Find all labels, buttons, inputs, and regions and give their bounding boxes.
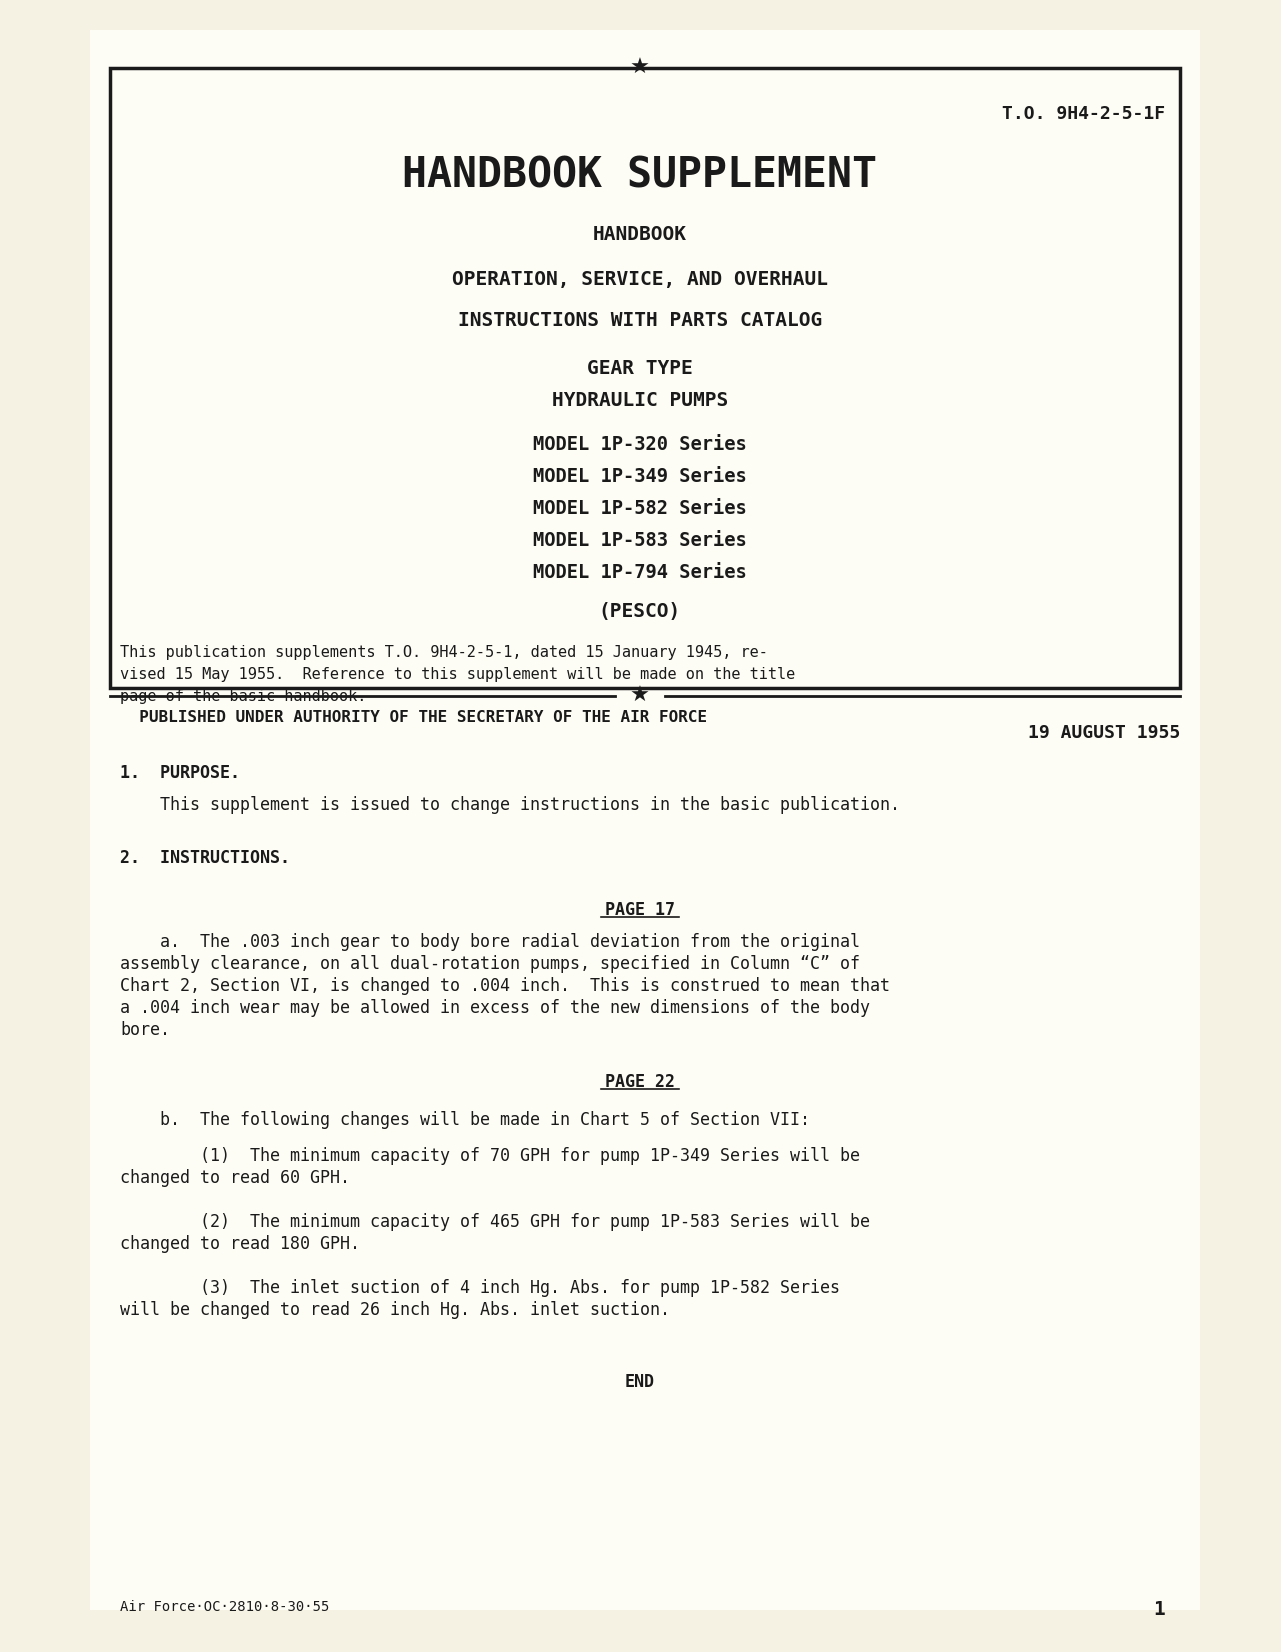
Text: 1: 1	[1153, 1601, 1164, 1619]
Text: (3)  The inlet suction of 4 inch Hg. Abs. for pump 1P-582 Series: (3) The inlet suction of 4 inch Hg. Abs.…	[120, 1279, 840, 1297]
Text: PAGE 17: PAGE 17	[605, 900, 675, 919]
Text: (2)  The minimum capacity of 465 GPH for pump 1P-583 Series will be: (2) The minimum capacity of 465 GPH for …	[120, 1213, 870, 1231]
Text: a.  The .003 inch gear to body bore radial deviation from the original: a. The .003 inch gear to body bore radia…	[120, 933, 860, 952]
Text: 1.  PURPOSE.: 1. PURPOSE.	[120, 763, 240, 781]
Text: HANDBOOK: HANDBOOK	[593, 226, 687, 244]
Text: 19 AUGUST 1955: 19 AUGUST 1955	[1027, 724, 1180, 742]
Text: changed to read 60 GPH.: changed to read 60 GPH.	[120, 1170, 350, 1188]
Text: b.  The following changes will be made in Chart 5 of Section VII:: b. The following changes will be made in…	[120, 1112, 810, 1128]
Text: MODEL 1P-583 Series: MODEL 1P-583 Series	[533, 532, 747, 550]
Text: GEAR TYPE: GEAR TYPE	[587, 358, 693, 378]
Text: T.O. 9H4-2-5-1F: T.O. 9H4-2-5-1F	[1002, 106, 1164, 122]
Text: MODEL 1P-582 Series: MODEL 1P-582 Series	[533, 499, 747, 519]
Text: vised 15 May 1955.  Reference to this supplement will be made on the title: vised 15 May 1955. Reference to this sup…	[120, 667, 796, 682]
Text: a .004 inch wear may be allowed in excess of the new dimensions of the body: a .004 inch wear may be allowed in exces…	[120, 999, 870, 1018]
Text: PAGE 22: PAGE 22	[605, 1074, 675, 1090]
Bar	[110, 68, 1180, 687]
Text: INSTRUCTIONS WITH PARTS CATALOG: INSTRUCTIONS WITH PARTS CATALOG	[457, 311, 822, 329]
Text: changed to read 180 GPH.: changed to read 180 GPH.	[120, 1236, 360, 1252]
Text: MODEL 1P-320 Series: MODEL 1P-320 Series	[533, 436, 747, 454]
Text: Chart 2, Section VI, is changed to .004 inch.  This is construed to mean that: Chart 2, Section VI, is changed to .004 …	[120, 976, 890, 995]
FancyBboxPatch shape	[90, 30, 1200, 1611]
Text: page of the basic handbook.: page of the basic handbook.	[120, 689, 366, 704]
Text: END: END	[625, 1373, 655, 1391]
Text: 2.  INSTRUCTIONS.: 2. INSTRUCTIONS.	[120, 849, 290, 867]
Text: MODEL 1P-349 Series: MODEL 1P-349 Series	[533, 468, 747, 486]
Text: HANDBOOK SUPPLEMENT: HANDBOOK SUPPLEMENT	[402, 154, 877, 197]
Text: This publication supplements T.O. 9H4-2-5-1, dated 15 January 1945, re-: This publication supplements T.O. 9H4-2-…	[120, 644, 767, 661]
Text: will be changed to read 26 inch Hg. Abs. inlet suction.: will be changed to read 26 inch Hg. Abs.…	[120, 1302, 670, 1318]
Text: OPERATION, SERVICE, AND OVERHAUL: OPERATION, SERVICE, AND OVERHAUL	[452, 271, 828, 289]
Text: bore.: bore.	[120, 1021, 170, 1039]
Text: (PESCO): (PESCO)	[600, 603, 681, 621]
Text: assembly clearance, on all dual-rotation pumps, specified in Column “C” of: assembly clearance, on all dual-rotation…	[120, 955, 860, 973]
Text: ★: ★	[630, 686, 649, 705]
Text: MODEL 1P-794 Series: MODEL 1P-794 Series	[533, 563, 747, 583]
Text: HYDRAULIC PUMPS: HYDRAULIC PUMPS	[552, 390, 728, 410]
Text: ★: ★	[630, 58, 649, 78]
Text: (1)  The minimum capacity of 70 GPH for pump 1P-349 Series will be: (1) The minimum capacity of 70 GPH for p…	[120, 1146, 860, 1165]
Text: This supplement is issued to change instructions in the basic publication.: This supplement is issued to change inst…	[120, 796, 901, 814]
Text: PUBLISHED UNDER AUTHORITY OF THE SECRETARY OF THE AIR FORCE: PUBLISHED UNDER AUTHORITY OF THE SECRETA…	[120, 710, 707, 725]
Text: Air Force·OC·2810·8-30·55: Air Force·OC·2810·8-30·55	[120, 1601, 329, 1614]
